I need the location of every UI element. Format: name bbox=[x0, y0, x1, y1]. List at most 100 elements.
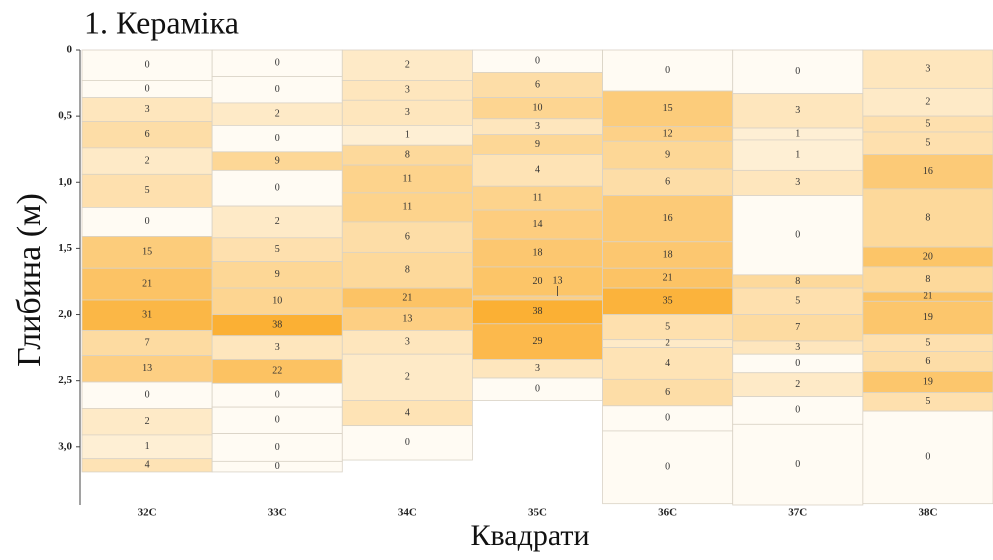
layer bbox=[602, 287, 734, 315]
layer-count: 35 bbox=[663, 296, 673, 307]
layer-count: 11 bbox=[403, 202, 413, 213]
layer-count: 0 bbox=[145, 216, 150, 227]
layer-count: 13 bbox=[553, 275, 563, 286]
layer-count: 3 bbox=[795, 177, 800, 188]
layer bbox=[211, 261, 343, 289]
y-axis-label: Глибина (м) bbox=[11, 193, 48, 367]
x-tick-label: 37C bbox=[788, 507, 807, 519]
layer-count: 0 bbox=[145, 83, 150, 94]
layer bbox=[472, 238, 603, 268]
layer-count: 3 bbox=[275, 342, 280, 353]
layer bbox=[341, 353, 473, 401]
layer-count: 0 bbox=[795, 66, 800, 77]
layer-count: 5 bbox=[925, 396, 930, 407]
layer bbox=[732, 169, 864, 196]
layer-count: 22 bbox=[272, 366, 282, 377]
layer bbox=[732, 423, 864, 506]
layer-count: 3 bbox=[405, 85, 410, 96]
layer-count: 5 bbox=[925, 337, 930, 348]
layer bbox=[81, 267, 213, 301]
layer-count: 1 bbox=[405, 130, 410, 141]
chart-title: 1. Кераміка bbox=[84, 4, 239, 40]
layer bbox=[862, 188, 993, 248]
layer bbox=[732, 396, 864, 425]
layer-count: 2 bbox=[405, 60, 410, 71]
layer-count: 0 bbox=[405, 437, 410, 448]
layer-count: 38 bbox=[272, 319, 282, 330]
layer-count: 3 bbox=[795, 105, 800, 116]
layer-count: 19 bbox=[923, 312, 933, 323]
layer-count: 7 bbox=[145, 337, 150, 348]
layer bbox=[732, 93, 864, 129]
layer-count: 9 bbox=[275, 269, 280, 280]
layer-count: 0 bbox=[665, 413, 670, 424]
layer-count: 7 bbox=[795, 322, 800, 333]
layer-count: 2 bbox=[665, 338, 670, 348]
layer-count: 21 bbox=[402, 292, 412, 303]
layer-count: 6 bbox=[665, 387, 670, 398]
layer-count: 5 bbox=[925, 118, 930, 129]
layer-count: 19 bbox=[923, 376, 933, 387]
layer bbox=[602, 90, 734, 128]
y-tick-label: 2,5 bbox=[58, 374, 72, 386]
layer-count: 0 bbox=[795, 358, 800, 369]
y-tick-label: 2,0 bbox=[58, 308, 72, 320]
layer-count: 0 bbox=[275, 415, 280, 426]
layer-count: 8 bbox=[925, 212, 930, 223]
layer bbox=[211, 49, 343, 77]
y-tick-label: 0 bbox=[67, 44, 73, 56]
layer bbox=[341, 164, 473, 194]
layer bbox=[211, 169, 343, 207]
layer-count: 5 bbox=[275, 244, 280, 255]
layer-count: 0 bbox=[275, 183, 280, 194]
layer-count: 21 bbox=[923, 291, 932, 301]
layer-count: 8 bbox=[925, 274, 930, 285]
layer-count: 3 bbox=[535, 121, 540, 132]
layer-count: 31 bbox=[142, 309, 152, 320]
layer-count: 0 bbox=[795, 405, 800, 416]
layer-count: 15 bbox=[142, 247, 152, 258]
layer-count: 1 bbox=[795, 128, 800, 139]
layer bbox=[602, 378, 734, 407]
x-tick-label: 33C bbox=[268, 507, 287, 519]
layer bbox=[472, 209, 603, 240]
layer-count: 0 bbox=[665, 462, 670, 473]
layer-count: 5 bbox=[665, 321, 670, 332]
layer bbox=[211, 124, 343, 153]
layer-count: 6 bbox=[665, 177, 670, 188]
layer-count: 5 bbox=[925, 138, 930, 149]
layer-count: 3 bbox=[535, 363, 540, 374]
layer bbox=[862, 154, 993, 190]
y-tick-label: 1,5 bbox=[58, 242, 72, 254]
y-tick-label: 1,0 bbox=[58, 176, 72, 188]
layer-count: 11 bbox=[403, 173, 413, 184]
layer bbox=[341, 425, 473, 461]
layer-count: 6 bbox=[145, 129, 150, 140]
layer-count: 29 bbox=[533, 336, 543, 347]
layer bbox=[211, 433, 343, 462]
layer-count: 0 bbox=[795, 459, 800, 470]
layer-count: 2 bbox=[275, 216, 280, 227]
layer bbox=[862, 49, 993, 89]
layer-count: 0 bbox=[275, 58, 280, 69]
layer-count: 9 bbox=[275, 155, 280, 166]
layer-count: 3 bbox=[925, 63, 930, 74]
layer-count: 20 bbox=[533, 276, 543, 287]
layer-count: 3 bbox=[795, 342, 800, 353]
layer bbox=[472, 72, 603, 99]
layer-count: 4 bbox=[665, 358, 670, 369]
layer-count: 10 bbox=[533, 102, 543, 113]
layer-count: 16 bbox=[923, 166, 933, 177]
layer-count: 14 bbox=[533, 219, 543, 230]
layer-count: 3 bbox=[405, 107, 410, 118]
layer-count: 11 bbox=[533, 192, 543, 203]
layer-count: 2 bbox=[795, 379, 800, 390]
layer-count: 4 bbox=[535, 165, 540, 176]
layer-count: 10 bbox=[272, 296, 282, 307]
layer bbox=[81, 236, 213, 269]
layer-count: 18 bbox=[533, 247, 543, 258]
layer bbox=[211, 76, 343, 104]
layer-count: 0 bbox=[925, 452, 930, 463]
layer bbox=[472, 154, 603, 187]
